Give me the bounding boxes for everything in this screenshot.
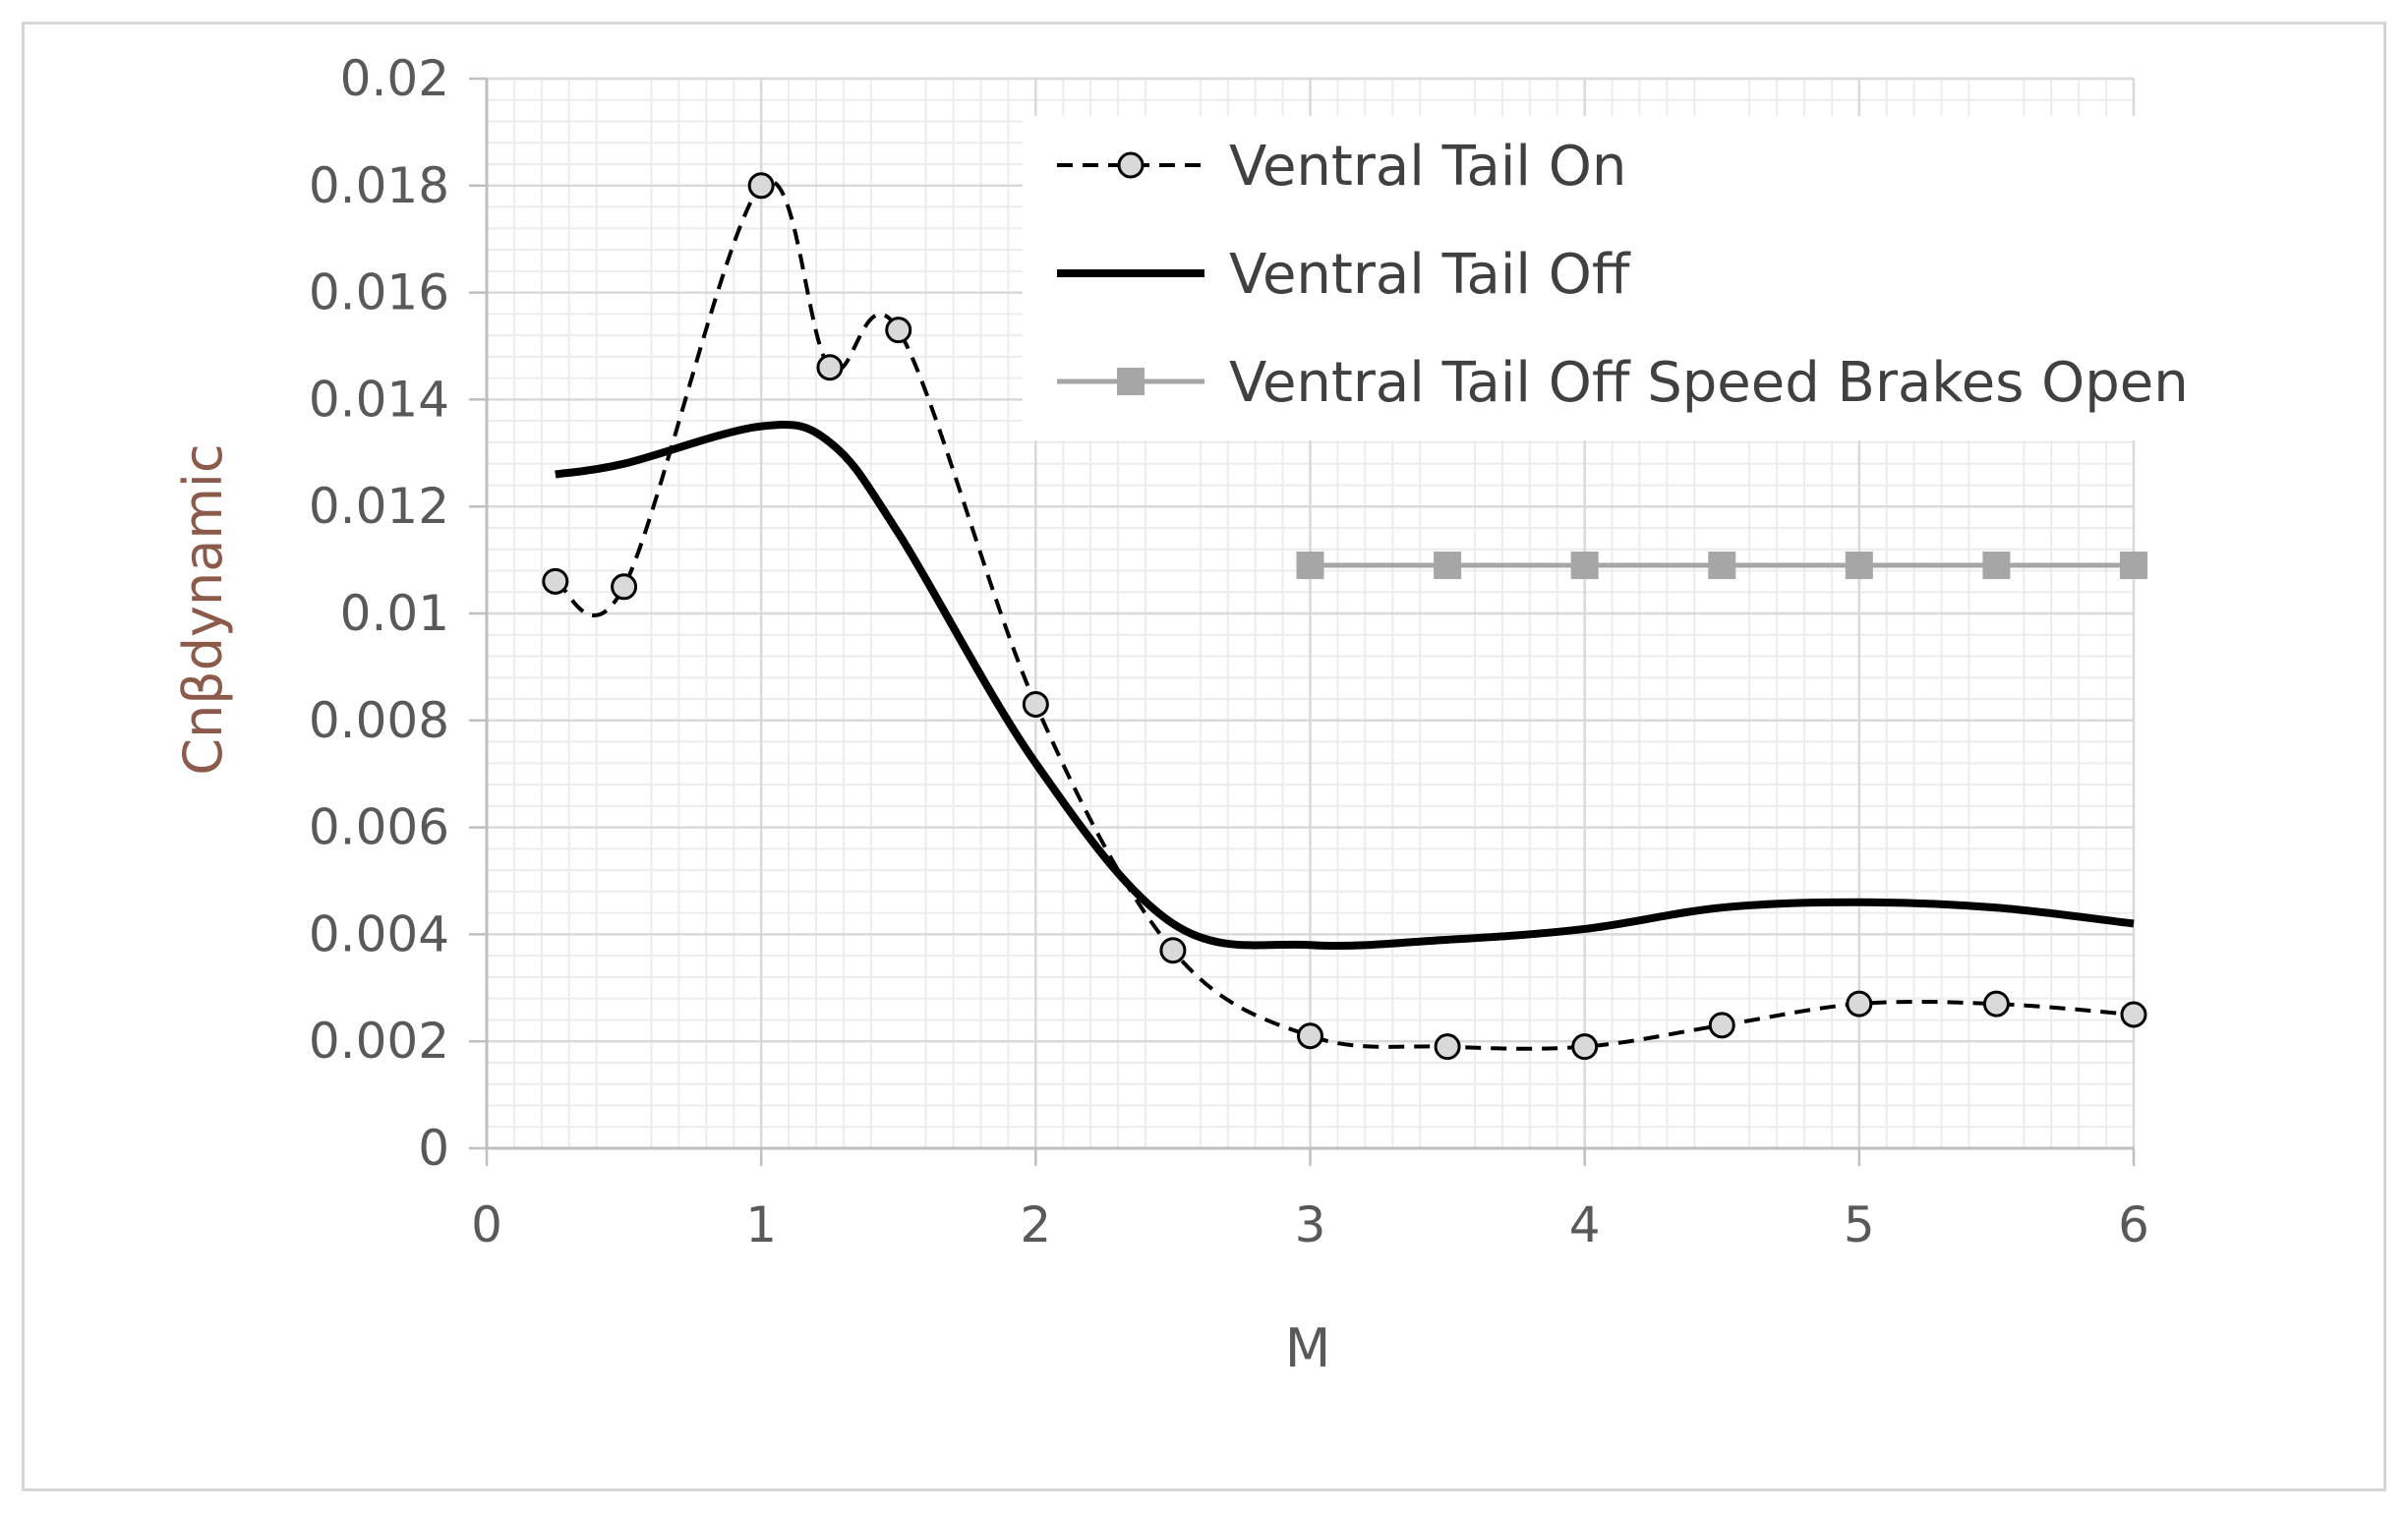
x-tick-labels: 0 1 2 3 4 5 6	[471, 1196, 2149, 1253]
x-tick-label: 5	[1844, 1196, 1875, 1253]
legend-label: Ventral Tail Off Speed Brakes Open	[1229, 351, 2189, 415]
legend-entry-1: Ventral Tail Off	[1057, 243, 1631, 307]
data-point	[611, 573, 638, 601]
data-point	[747, 172, 775, 200]
data-point	[1022, 690, 1049, 718]
x-axis-title: M	[1285, 1317, 1331, 1379]
data-point	[885, 317, 912, 344]
data-point	[2120, 552, 2147, 580]
axes	[469, 77, 2136, 1166]
y-tick-label: 0.006	[309, 799, 449, 856]
data-point	[1296, 552, 1324, 580]
series-1	[555, 421, 2135, 951]
data-point	[1570, 552, 1599, 580]
data-point	[1982, 990, 2010, 1018]
y-tick-label: 0.018	[309, 157, 449, 214]
y-tick-label: 0.02	[340, 50, 449, 107]
data-point	[1708, 1012, 1735, 1039]
x-tick-label: 2	[1020, 1196, 1051, 1253]
data-point	[1434, 1033, 1461, 1061]
y-tick-label: 0.002	[309, 1013, 449, 1070]
data-point	[2120, 1001, 2147, 1028]
x-tick-label: 0	[471, 1196, 502, 1253]
data-point	[1434, 552, 1462, 580]
y-tick-label: 0.012	[309, 478, 449, 535]
data-point	[1846, 990, 1873, 1018]
y-tick-label: 0.014	[309, 371, 449, 428]
series-line	[555, 421, 2135, 951]
y-tick-label: 0	[418, 1120, 449, 1177]
series-2	[1296, 552, 2147, 580]
data-point	[1845, 552, 1873, 580]
y-tick-labels: 0 0.002 0.004 0.006 0.008 0.01 0.012 0.014 0.016…	[309, 50, 449, 1177]
data-point	[542, 567, 569, 595]
y-tick-label: 0.008	[309, 692, 449, 749]
y-axis-title: Cnβdynamic	[172, 443, 234, 775]
legend-entry-2: Ventral Tail Off Speed Brakes Open	[1057, 351, 2189, 415]
x-tick-label: 3	[1295, 1196, 1326, 1253]
x-tick-label: 1	[745, 1196, 777, 1253]
y-tick-label: 0.01	[340, 585, 449, 642]
x-tick-label: 6	[2118, 1196, 2149, 1253]
data-point	[816, 354, 844, 381]
x-tick-label: 4	[1569, 1196, 1601, 1253]
data-point	[1571, 1033, 1599, 1061]
legend-marker	[1117, 368, 1145, 395]
data-point	[1708, 552, 1736, 580]
legend: Ventral Tail On Ventral Tail Off Ventral T…	[1023, 116, 2237, 440]
legend-entry-0: Ventral Tail On	[1057, 135, 1626, 199]
legend-box	[1023, 116, 2237, 440]
legend-marker	[1117, 151, 1145, 179]
legend-label: Ventral Tail Off	[1229, 243, 1631, 307]
y-tick-label: 0.004	[309, 905, 449, 962]
data-point	[1297, 1022, 1323, 1050]
data-point	[1159, 937, 1187, 964]
data-point	[1982, 552, 2011, 580]
chart-frame	[22, 22, 2386, 1491]
plot-series	[542, 172, 2147, 1061]
y-tick-label: 0.016	[309, 264, 449, 321]
legend-label: Ventral Tail On	[1229, 135, 1626, 199]
